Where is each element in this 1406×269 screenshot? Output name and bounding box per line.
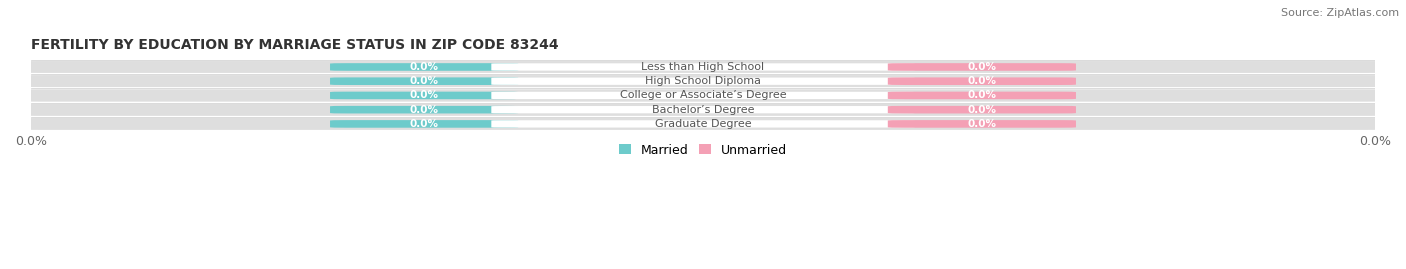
- FancyBboxPatch shape: [31, 61, 1375, 73]
- FancyBboxPatch shape: [31, 75, 1375, 87]
- FancyBboxPatch shape: [491, 77, 915, 85]
- FancyBboxPatch shape: [887, 77, 1076, 85]
- Text: 0.0%: 0.0%: [409, 76, 439, 86]
- Text: 0.0%: 0.0%: [967, 76, 997, 86]
- FancyBboxPatch shape: [491, 106, 915, 113]
- FancyBboxPatch shape: [887, 63, 1076, 71]
- FancyBboxPatch shape: [330, 77, 519, 85]
- FancyBboxPatch shape: [330, 92, 519, 99]
- FancyBboxPatch shape: [491, 120, 915, 128]
- FancyBboxPatch shape: [31, 118, 1375, 130]
- FancyBboxPatch shape: [491, 92, 915, 99]
- FancyBboxPatch shape: [31, 89, 1375, 102]
- FancyBboxPatch shape: [887, 120, 1076, 128]
- FancyBboxPatch shape: [887, 106, 1076, 114]
- Text: 0.0%: 0.0%: [967, 105, 997, 115]
- FancyBboxPatch shape: [28, 75, 1378, 87]
- FancyBboxPatch shape: [28, 61, 1378, 73]
- Text: 0.0%: 0.0%: [409, 62, 439, 72]
- FancyBboxPatch shape: [31, 104, 1375, 116]
- Text: Source: ZipAtlas.com: Source: ZipAtlas.com: [1281, 8, 1399, 18]
- Text: 0.0%: 0.0%: [967, 119, 997, 129]
- Text: College or Associate’s Degree: College or Associate’s Degree: [620, 90, 786, 100]
- FancyBboxPatch shape: [491, 63, 915, 71]
- Text: High School Diploma: High School Diploma: [645, 76, 761, 86]
- Text: FERTILITY BY EDUCATION BY MARRIAGE STATUS IN ZIP CODE 83244: FERTILITY BY EDUCATION BY MARRIAGE STATU…: [31, 38, 558, 52]
- Text: Graduate Degree: Graduate Degree: [655, 119, 751, 129]
- FancyBboxPatch shape: [330, 106, 519, 114]
- FancyBboxPatch shape: [28, 118, 1378, 130]
- Text: Bachelor’s Degree: Bachelor’s Degree: [652, 105, 754, 115]
- Text: 0.0%: 0.0%: [967, 62, 997, 72]
- FancyBboxPatch shape: [330, 120, 519, 128]
- FancyBboxPatch shape: [330, 63, 519, 71]
- FancyBboxPatch shape: [887, 92, 1076, 99]
- Text: 0.0%: 0.0%: [409, 105, 439, 115]
- Text: Less than High School: Less than High School: [641, 62, 765, 72]
- Text: 0.0%: 0.0%: [967, 90, 997, 100]
- FancyBboxPatch shape: [28, 90, 1378, 101]
- Text: 0.0%: 0.0%: [409, 90, 439, 100]
- Text: 0.0%: 0.0%: [409, 119, 439, 129]
- Legend: Married, Unmarried: Married, Unmarried: [613, 139, 793, 162]
- FancyBboxPatch shape: [28, 104, 1378, 116]
